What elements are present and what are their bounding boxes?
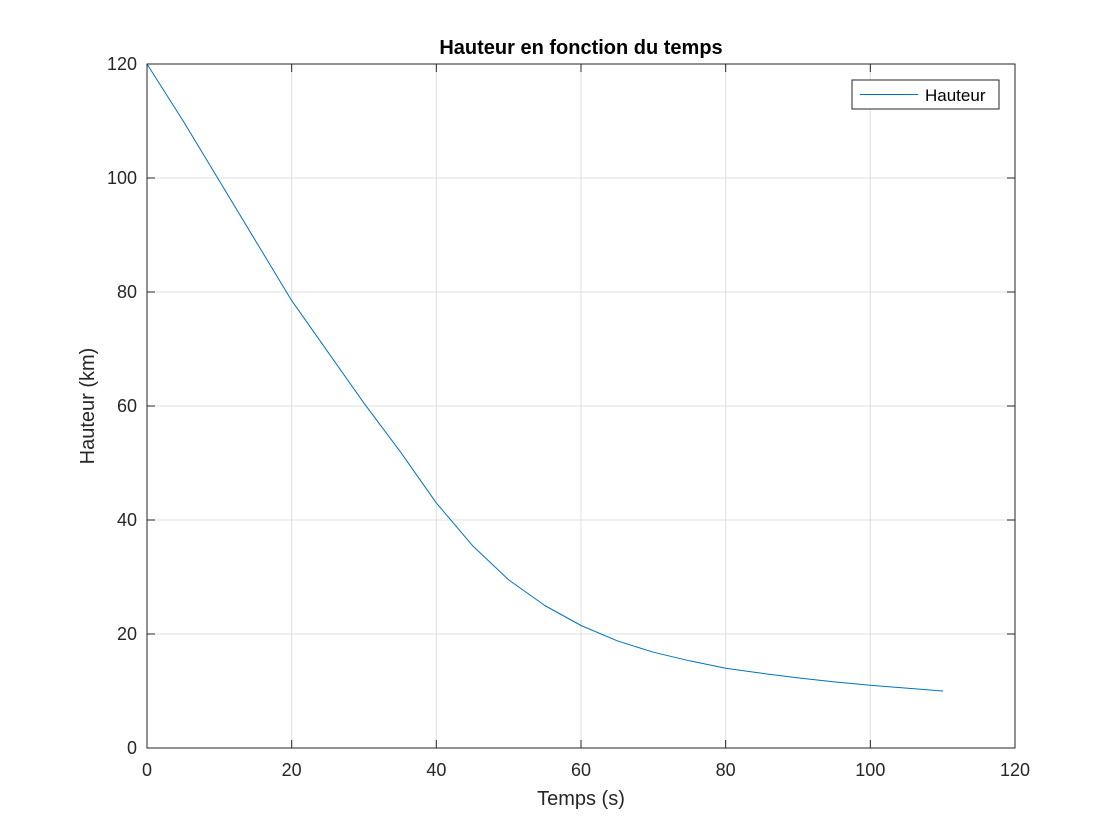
- y-tick-labels: 0 20 40 60 80 100 120: [107, 54, 137, 758]
- x-tick-label: 100: [855, 760, 885, 780]
- data-series: [146, 63, 944, 692]
- y-tick-label: 20: [117, 624, 137, 644]
- x-tick-label: 40: [426, 760, 446, 780]
- x-tick-label: 60: [571, 760, 591, 780]
- y-tick-label: 60: [117, 396, 137, 416]
- axis-ticks: [146, 63, 1016, 749]
- y-tick-label: 120: [107, 54, 137, 74]
- y-tick-label: 80: [117, 282, 137, 302]
- chart-title: Hauteur en fonction du temps: [439, 37, 722, 59]
- series-line-hauteur: [146, 63, 944, 692]
- x-tick-labels: 0 20 40 60 80 100 120: [142, 760, 1030, 780]
- legend-box: [851, 79, 1000, 110]
- legend-label-hauteur: Hauteur: [925, 86, 986, 105]
- y-axis-label: Hauteur (km): [77, 348, 99, 465]
- x-tick-label: 20: [282, 760, 302, 780]
- legend: Hauteur: [851, 79, 1000, 110]
- y-tick-label: 40: [117, 510, 137, 530]
- x-tick-label: 0: [142, 760, 152, 780]
- x-tick-label: 80: [716, 760, 736, 780]
- y-tick-label: 100: [107, 168, 137, 188]
- y-tick-label: 0: [127, 738, 137, 758]
- x-axis-label: Temps (s): [537, 788, 625, 810]
- grid-lines: [147, 64, 1015, 748]
- x-tick-label: 120: [1000, 760, 1030, 780]
